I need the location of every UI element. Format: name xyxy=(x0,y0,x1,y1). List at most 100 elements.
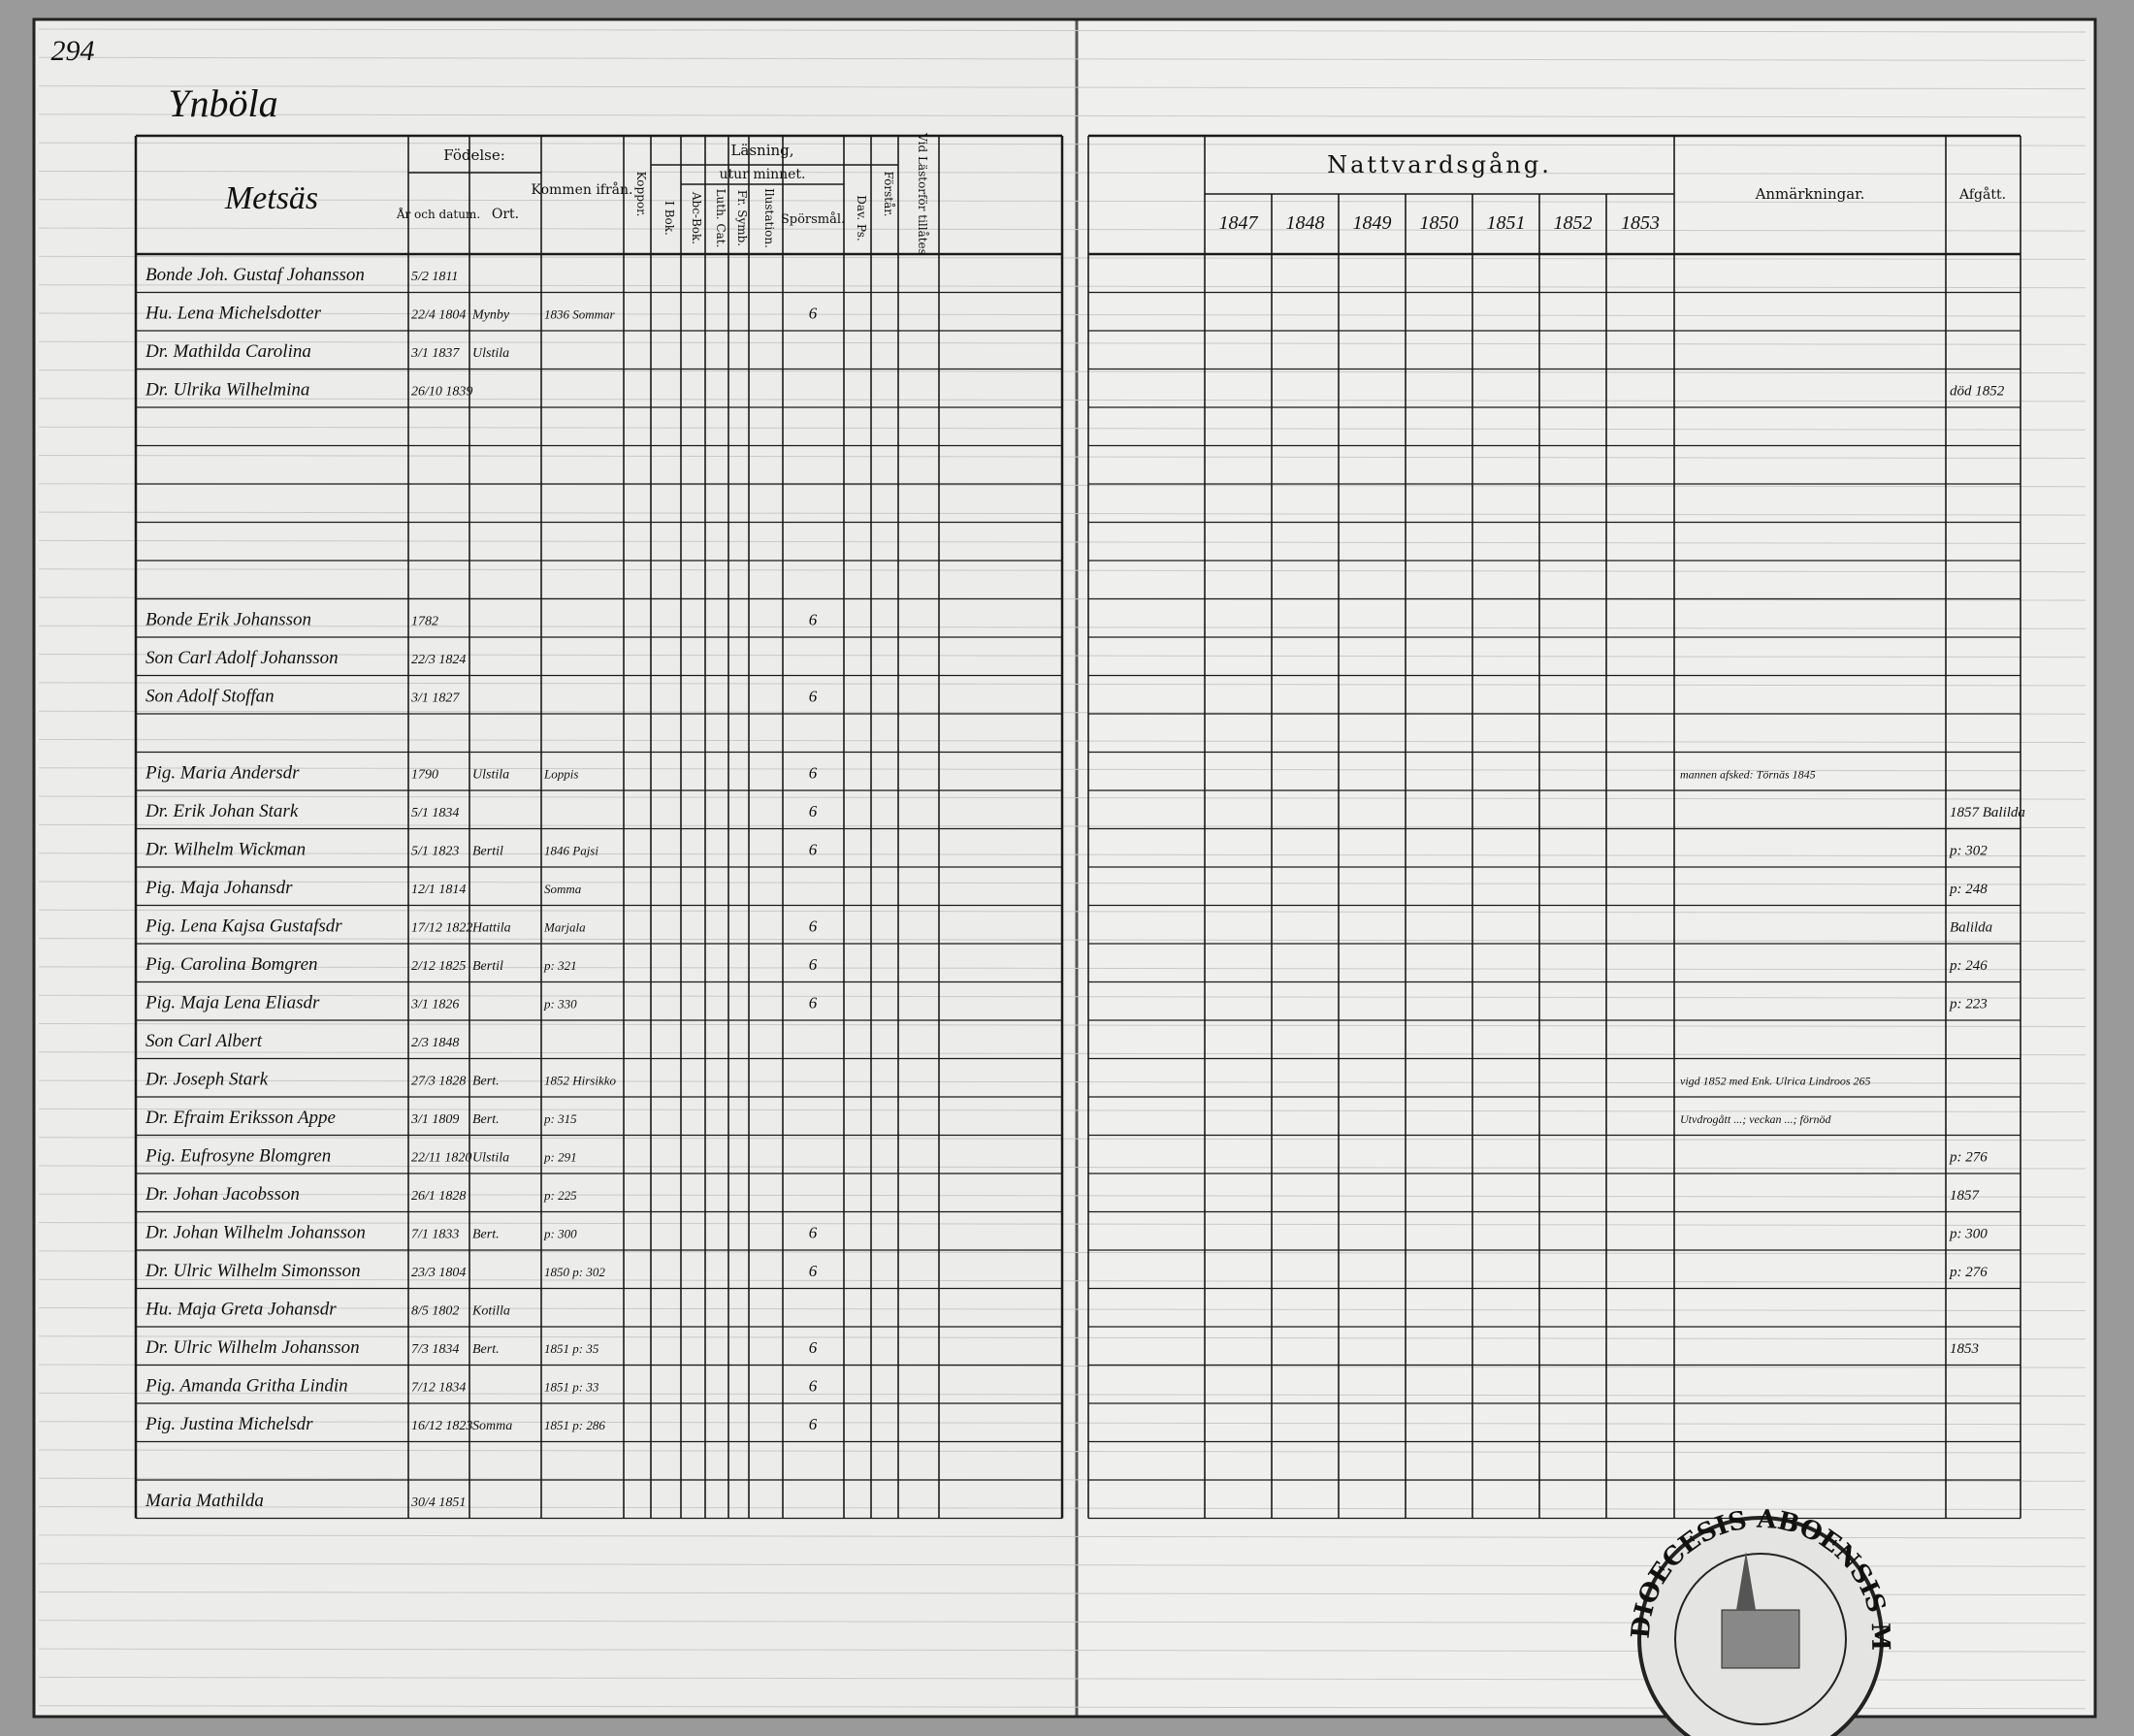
remark: vigd 1852 med Enk. Ulrica Lindroos 265 xyxy=(1680,1075,1871,1088)
birth-date: 23/3 1804 xyxy=(411,1266,466,1280)
birth-date: 2/3 1848 xyxy=(411,1036,459,1050)
farm-name: Metsäs xyxy=(224,180,318,216)
header-illustration: Ilustation. xyxy=(762,188,776,248)
questions-mark: 6 xyxy=(809,611,818,629)
header-birth-place: Ort. xyxy=(492,207,519,222)
birth-date: 2/12 1825 xyxy=(411,959,466,974)
departed: p: 223 xyxy=(1949,997,1988,1013)
questions-mark: 6 xyxy=(809,1415,818,1433)
person-name: Pig. Justina Michelsdr xyxy=(145,1414,313,1434)
birth-date: 22/11 1820 xyxy=(411,1151,471,1166)
person-name: Dr. Efraim Eriksson Appe xyxy=(145,1108,336,1128)
stamp-spire xyxy=(1736,1552,1756,1610)
birth-date: 30/4 1851 xyxy=(410,1495,466,1510)
birth-place: Ulstila xyxy=(472,768,509,783)
departed: p: 300 xyxy=(1949,1227,1988,1242)
came-from: Somma xyxy=(544,882,582,896)
came-from: 1851 p: 35 xyxy=(544,1341,599,1356)
header-reading: Läsning, xyxy=(730,142,793,159)
birth-place: Ulstila xyxy=(472,1151,509,1166)
came-from: Loppis xyxy=(543,767,578,782)
person-name: Pig. Lena Kajsa Gustafsdr xyxy=(145,916,342,937)
stamp-church xyxy=(1721,1609,1800,1669)
came-from: 1846 Pajsi xyxy=(544,844,598,858)
came-from: p: 225 xyxy=(543,1188,577,1203)
birth-date: 27/3 1828 xyxy=(411,1075,466,1089)
header-questions: Spörsmål. xyxy=(781,211,845,227)
birth-date: 7/3 1834 xyxy=(411,1342,459,1357)
birth-date: 5/2 1811 xyxy=(411,270,458,284)
communion-year: 1847 xyxy=(1219,212,1259,234)
departed: 1857 xyxy=(1950,1188,1981,1204)
header-admitted: Vid Lästorför tillåtes xyxy=(916,132,930,255)
person-name: Dr. Erik Johan Stark xyxy=(145,801,299,821)
birth-place: Bert. xyxy=(472,1228,500,1242)
person-name: Dr. Johan Jacobsson xyxy=(145,1184,300,1205)
person-name: Dr. Wilhelm Wickman xyxy=(145,840,306,860)
questions-mark: 6 xyxy=(809,305,818,323)
person-name: Dr. Mathilda Carolina xyxy=(145,341,311,362)
birth-place: Bert. xyxy=(472,1075,500,1089)
questions-mark: 6 xyxy=(809,994,818,1013)
birth-place: Bert. xyxy=(472,1112,500,1127)
questions-mark: 6 xyxy=(809,955,818,974)
birth-date: 7/12 1834 xyxy=(411,1381,466,1396)
departed: p: 302 xyxy=(1949,844,1988,859)
person-name: Dr. Ulric Wilhelm Simonsson xyxy=(145,1261,361,1281)
scan-streak xyxy=(38,85,2086,90)
questions-mark: 6 xyxy=(809,1338,818,1357)
came-from: p: 291 xyxy=(543,1150,577,1165)
departed: 1857 Balilda xyxy=(1950,805,2025,820)
header-communion: Nattvardsgång. xyxy=(1327,150,1552,178)
birth-date: 3/1 1837 xyxy=(410,346,460,361)
person-name: Pig. Maria Andersdr xyxy=(145,763,300,784)
communion-year: 1851 xyxy=(1487,212,1526,234)
birth-date: 7/1 1833 xyxy=(411,1228,459,1242)
birth-place: Bert. xyxy=(472,1342,500,1357)
came-from: 1836 Sommar xyxy=(544,307,616,322)
person-name: Pig. Maja Lena Eliasdr xyxy=(145,993,320,1013)
stamp-inner-ring xyxy=(1674,1553,1847,1725)
person-name: Son Carl Adolf Johansson xyxy=(146,648,339,668)
scan-streak xyxy=(38,113,2086,118)
page-border xyxy=(32,17,2097,1719)
header-came-from: Kommen ifrån. xyxy=(532,181,633,198)
birth-date: 1790 xyxy=(411,768,438,783)
communion-year: 1853 xyxy=(1621,212,1660,234)
person-name: Dr. Johan Wilhelm Johansson xyxy=(145,1223,366,1243)
person-name: Bonde Joh. Gustaf Johansson xyxy=(146,265,365,285)
birth-date: 22/4 1804 xyxy=(411,308,466,323)
birth-place: Bertil xyxy=(472,845,503,859)
departed: 1853 xyxy=(1950,1341,1979,1357)
communion-year: 1850 xyxy=(1420,212,1459,234)
page-number: 294 xyxy=(51,35,95,67)
departed: p: 246 xyxy=(1949,958,1988,974)
birth-date: 12/1 1814 xyxy=(411,883,466,897)
header-fr-symb: Fr. Symb. xyxy=(735,190,749,246)
came-from: p: 315 xyxy=(543,1111,577,1126)
remark: mannen afsked: Törnäs 1845 xyxy=(1680,768,1816,782)
header-remarks: Anmärkningar. xyxy=(1755,185,1865,203)
communion-year: 1849 xyxy=(1353,212,1392,234)
questions-mark: 6 xyxy=(809,917,818,936)
person-name: Dr. Ulrika Wilhelmina xyxy=(145,380,309,401)
birth-date: 3/1 1809 xyxy=(410,1112,459,1127)
header-by-heart: utur minnet. xyxy=(720,167,806,182)
questions-mark: 6 xyxy=(809,841,818,859)
person-name: Hu. Lena Michelsdotter xyxy=(145,304,322,324)
birth-place: Somma xyxy=(472,1419,512,1433)
birth-date: 26/1 1828 xyxy=(411,1189,466,1204)
birth-place: Kotilla xyxy=(471,1304,510,1319)
birth-place: Bertil xyxy=(472,959,503,974)
person-name: Bonde Erik Johansson xyxy=(146,610,311,630)
birth-date: 1782 xyxy=(411,615,438,629)
communion-year: 1848 xyxy=(1286,212,1325,234)
village-name: Ynböla xyxy=(168,81,277,125)
birth-date: 8/5 1802 xyxy=(411,1304,459,1319)
person-name: Pig. Carolina Bomgren xyxy=(145,954,318,975)
person-name: Son Adolf Stoffan xyxy=(146,687,275,707)
came-from: 1851 p: 33 xyxy=(544,1380,599,1395)
right-page xyxy=(1077,19,2095,1717)
questions-mark: 6 xyxy=(809,764,818,783)
scan-streak xyxy=(38,28,2086,33)
